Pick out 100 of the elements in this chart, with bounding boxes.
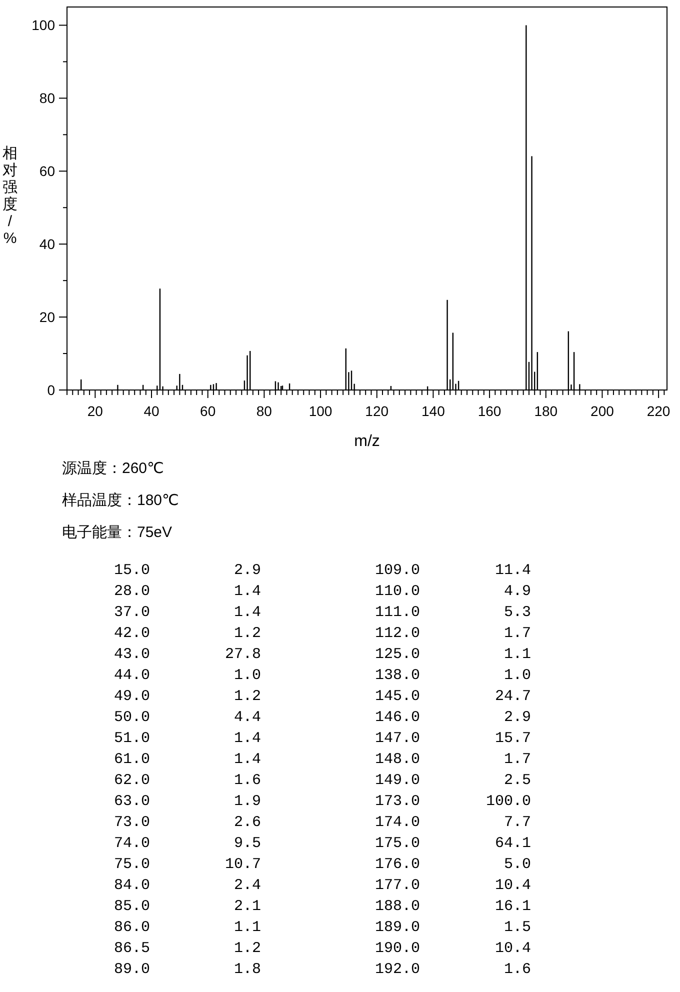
text: 源温度：260℃	[62, 460, 164, 477]
x-tick-label: 60	[200, 403, 216, 419]
text: 样品温度：180℃	[62, 492, 179, 509]
category-label: 138.0	[374, 667, 420, 684]
category-label: 176.0	[374, 856, 420, 873]
category-label: 149.0	[374, 772, 420, 789]
text: 1.4	[234, 751, 261, 768]
text: 1.7	[504, 625, 531, 642]
category-label: 84.0	[114, 877, 150, 894]
text: 10.7	[224, 856, 261, 873]
text: 1.4	[234, 583, 261, 600]
text: 1.5	[504, 919, 531, 936]
category-label: 89.0	[114, 961, 150, 978]
y-tick-label: 80	[39, 90, 56, 106]
category-label: 147.0	[374, 730, 420, 747]
category-label: 62.0	[114, 772, 150, 789]
category-label: 42.0	[114, 625, 150, 642]
text: 2.1	[234, 898, 261, 915]
x-tick-label: 160	[478, 403, 502, 419]
text: 1.2	[234, 940, 261, 957]
category-label: 111.0	[374, 604, 420, 621]
x-tick-label: 100	[308, 403, 332, 419]
category-label: 49.0	[114, 688, 150, 705]
text: 27.8	[224, 646, 261, 663]
text: 10.4	[494, 940, 531, 957]
text: 1.0	[504, 667, 531, 684]
text: 1.9	[234, 793, 261, 810]
category-label: 109.0	[374, 562, 420, 579]
text: 1.2	[234, 688, 261, 705]
x-tick-label: 140	[422, 403, 446, 419]
category-label: 75.0	[114, 856, 150, 873]
category-label: 173.0	[374, 793, 420, 810]
text: 16.1	[494, 898, 531, 915]
category-label: 85.0	[114, 898, 150, 915]
text: 9.5	[234, 835, 261, 852]
category-label: 44.0	[114, 667, 150, 684]
category-label: 73.0	[114, 814, 150, 831]
category-label: 189.0	[374, 919, 420, 936]
text: 1.4	[234, 730, 261, 747]
y-tick-label: 20	[39, 309, 56, 326]
x-tick-label: 40	[144, 403, 160, 419]
text: 2.5	[504, 772, 531, 789]
text: 64.1	[494, 835, 531, 852]
category-label: 28.0	[114, 583, 150, 600]
category-label: 148.0	[374, 751, 420, 768]
text: 100.0	[486, 793, 531, 810]
category-label: 188.0	[374, 898, 420, 915]
x-tick-label: 120	[365, 403, 389, 419]
category-label: 86.0	[114, 919, 150, 936]
text: 1.6	[234, 772, 261, 789]
category-label: 86.5	[114, 940, 150, 957]
x-tick-label: 80	[256, 403, 272, 419]
category-label: 110.0	[374, 583, 420, 600]
x-tick-label: 20	[87, 403, 104, 419]
category-label: 175.0	[374, 835, 420, 852]
text: 1.0	[234, 667, 261, 684]
x-tick-label: 220	[646, 403, 670, 419]
text: 1.8	[234, 961, 261, 978]
category-label: 177.0	[374, 877, 420, 894]
text: 2.9	[234, 562, 261, 579]
y-tick-label: 100	[32, 17, 56, 34]
text: 1.7	[504, 751, 531, 768]
category-label: 146.0	[374, 709, 420, 726]
text: 2.4	[234, 877, 261, 894]
text: 7.7	[504, 814, 531, 831]
text: 24.7	[494, 688, 531, 705]
text: 5.0	[504, 856, 531, 873]
text: 4.9	[504, 583, 531, 600]
category-label: 125.0	[374, 646, 420, 663]
category-label: 61.0	[114, 751, 150, 768]
category-label: 15.0	[114, 562, 150, 579]
category-label: 63.0	[114, 793, 150, 810]
category-label: 50.0	[114, 709, 150, 726]
category-label: 43.0	[114, 646, 150, 663]
y-tick-label: 40	[39, 236, 56, 252]
category-label: 112.0	[374, 625, 420, 642]
category-label: 74.0	[114, 835, 150, 852]
category-label: 37.0	[114, 604, 150, 621]
text: 1.6	[504, 961, 531, 978]
category-label: 192.0	[374, 961, 420, 978]
x-tick-label: 200	[590, 403, 614, 419]
y-tick-label: 60	[39, 163, 56, 180]
text: 1.1	[234, 919, 261, 936]
x-axis-title: m/z	[354, 433, 380, 450]
text: 10.4	[494, 877, 531, 894]
text: 电子能量：75eV	[62, 524, 172, 541]
category-label: 145.0	[374, 688, 420, 705]
x-tick-label: 180	[534, 403, 558, 419]
y-axis-title: 相对强度/%	[2, 145, 18, 247]
text: 2.9	[504, 709, 531, 726]
y-tick-label: 0	[47, 382, 56, 398]
category-label: 174.0	[374, 814, 420, 831]
text: 4.4	[234, 709, 261, 726]
text: 1.1	[504, 646, 531, 663]
category-label: 190.0	[374, 940, 420, 957]
text: 1.4	[234, 604, 261, 621]
text: 11.4	[494, 562, 531, 579]
text: 5.3	[504, 604, 531, 621]
category-label: 51.0	[114, 730, 150, 747]
text: 2.6	[234, 814, 261, 831]
